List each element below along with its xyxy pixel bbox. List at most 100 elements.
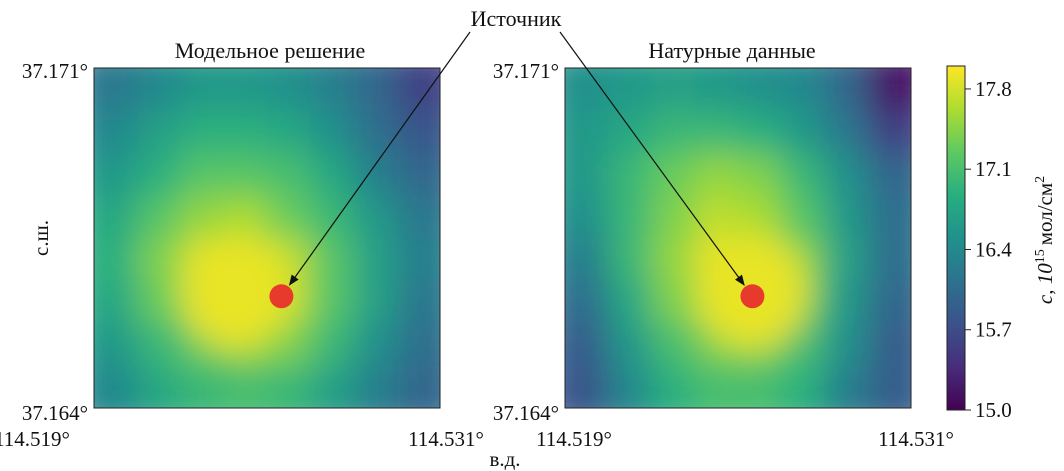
heatmap-cell <box>310 68 355 112</box>
heatmap-cell <box>867 110 911 154</box>
heatmap-cell <box>310 195 355 239</box>
heatmap-cell <box>694 68 739 112</box>
colorbar-tick-label: 15.7 <box>975 318 1012 342</box>
heatmap-cell <box>137 195 182 239</box>
heatmap-cell <box>824 110 869 154</box>
x-tick-right-observed: 114.531° <box>878 427 954 451</box>
source-arrow-observed <box>559 31 745 286</box>
heatmap-cell <box>310 365 355 408</box>
heatmap-cell <box>608 195 653 239</box>
heatmap-cell <box>867 195 911 239</box>
panel-observed: Натурные данные 37.171° 37.164° 114.519°… <box>493 38 954 451</box>
heatmap-cell <box>565 195 610 239</box>
heatmap-cell <box>223 195 268 239</box>
heatmap-cell <box>223 153 268 197</box>
heatmap-cell <box>396 195 440 239</box>
heatmap-cell <box>396 365 440 408</box>
heatmap-cell <box>781 110 826 154</box>
heatmap-cell <box>565 365 610 408</box>
heatmap-cell <box>738 195 783 239</box>
x-tick-right-model: 114.531° <box>408 427 484 451</box>
heatmap-cell <box>651 110 696 154</box>
heatmap-cell <box>94 365 139 408</box>
heatmap-cell <box>353 365 398 408</box>
heatmap-cell <box>565 238 610 282</box>
heatmap-cell <box>651 365 696 408</box>
heatmap-cell <box>565 153 610 197</box>
heatmap-cell <box>94 323 139 367</box>
heatmap-cell <box>223 68 268 112</box>
y-tick-bottom-model: 37.164° <box>22 401 88 425</box>
heatmap-cell <box>94 238 139 282</box>
heatmap-cell <box>565 280 610 324</box>
colorbar-label: c, 1015 мол/см2 <box>1033 176 1057 304</box>
heatmap-cell <box>738 365 783 408</box>
colorbar-label-exponent: 15 <box>1033 249 1048 263</box>
colorbar-tick-label: 17.8 <box>975 77 1012 101</box>
heatmap-cell <box>94 195 139 239</box>
heatmap-cell <box>608 280 653 324</box>
heatmap-cell <box>738 153 783 197</box>
heatmap-cell <box>824 365 869 408</box>
x-tick-left-observed: 114.519° <box>536 427 612 451</box>
heatmap-cell <box>353 68 398 112</box>
heatmap-cell <box>180 365 225 408</box>
panel-model: Модельное решение 37.171° 37.164° 114.51… <box>0 38 484 451</box>
heatmap-cell <box>824 195 869 239</box>
y-axis-label: с.ш. <box>29 220 53 256</box>
colorbar-tick-label: 16.4 <box>975 237 1012 261</box>
heatmap-cell <box>353 153 398 197</box>
heatmap-cell <box>651 238 696 282</box>
heatmap-cell <box>824 323 869 367</box>
heatmap-cell <box>310 153 355 197</box>
y-tick-bottom-observed: 37.164° <box>493 401 559 425</box>
heatmap-cell <box>651 323 696 367</box>
heatmap-cell <box>353 280 398 324</box>
heatmap-cell <box>651 153 696 197</box>
colorbar: 17.8 17.1 16.4 15.7 15.0 c, 1015 мол/см2 <box>946 65 1057 422</box>
source-annotation-label: Источник <box>471 6 562 31</box>
heatmap-cell <box>694 110 739 154</box>
heatmap-cell <box>94 153 139 197</box>
heatmap-cell <box>824 153 869 197</box>
heatmap-cell <box>867 365 911 408</box>
heatmap-cell <box>651 280 696 324</box>
heatmap-cell <box>396 280 440 324</box>
heatmap-cell <box>94 280 139 324</box>
heatmap-cell <box>824 280 869 324</box>
plot-frame-observed <box>564 67 912 409</box>
heatmap-cell <box>310 323 355 367</box>
heatmap-cell <box>310 110 355 154</box>
source-marker-observed <box>740 284 765 309</box>
heatmap-cell <box>824 68 869 112</box>
heatmap-cell <box>353 323 398 367</box>
heatmap-cell <box>180 68 225 112</box>
x-axis-label: в.д. <box>489 447 520 471</box>
heatmap-peak-region <box>179 233 291 350</box>
source-marker-model <box>269 284 294 309</box>
heatmap-cell <box>867 280 911 324</box>
heatmap-cell <box>180 153 225 197</box>
heatmap-cell <box>310 238 355 282</box>
heatmap-cell <box>738 68 783 112</box>
heatmap-cell <box>781 68 826 112</box>
heatmap-cell <box>94 68 139 112</box>
heatmap-cell <box>824 238 869 282</box>
x-tick-left-model: 114.519° <box>0 427 70 451</box>
heatmap-cell <box>180 195 225 239</box>
heatmap-cell <box>738 110 783 154</box>
heatmap-cell <box>867 323 911 367</box>
heatmap-cell <box>396 323 440 367</box>
source-arrow-model <box>288 31 471 286</box>
heatmap-cell <box>867 153 911 197</box>
colorbar-label-unit: мол/см <box>1033 183 1057 245</box>
heatmap-cell <box>137 280 182 324</box>
heatmap-cell <box>353 238 398 282</box>
heatmap-cell <box>267 195 312 239</box>
heatmap-cell <box>651 195 696 239</box>
heatmap-cell <box>694 365 739 408</box>
heatmap-cell <box>137 323 182 367</box>
heatmap-cell <box>267 365 312 408</box>
heatmap-cell <box>867 238 911 282</box>
